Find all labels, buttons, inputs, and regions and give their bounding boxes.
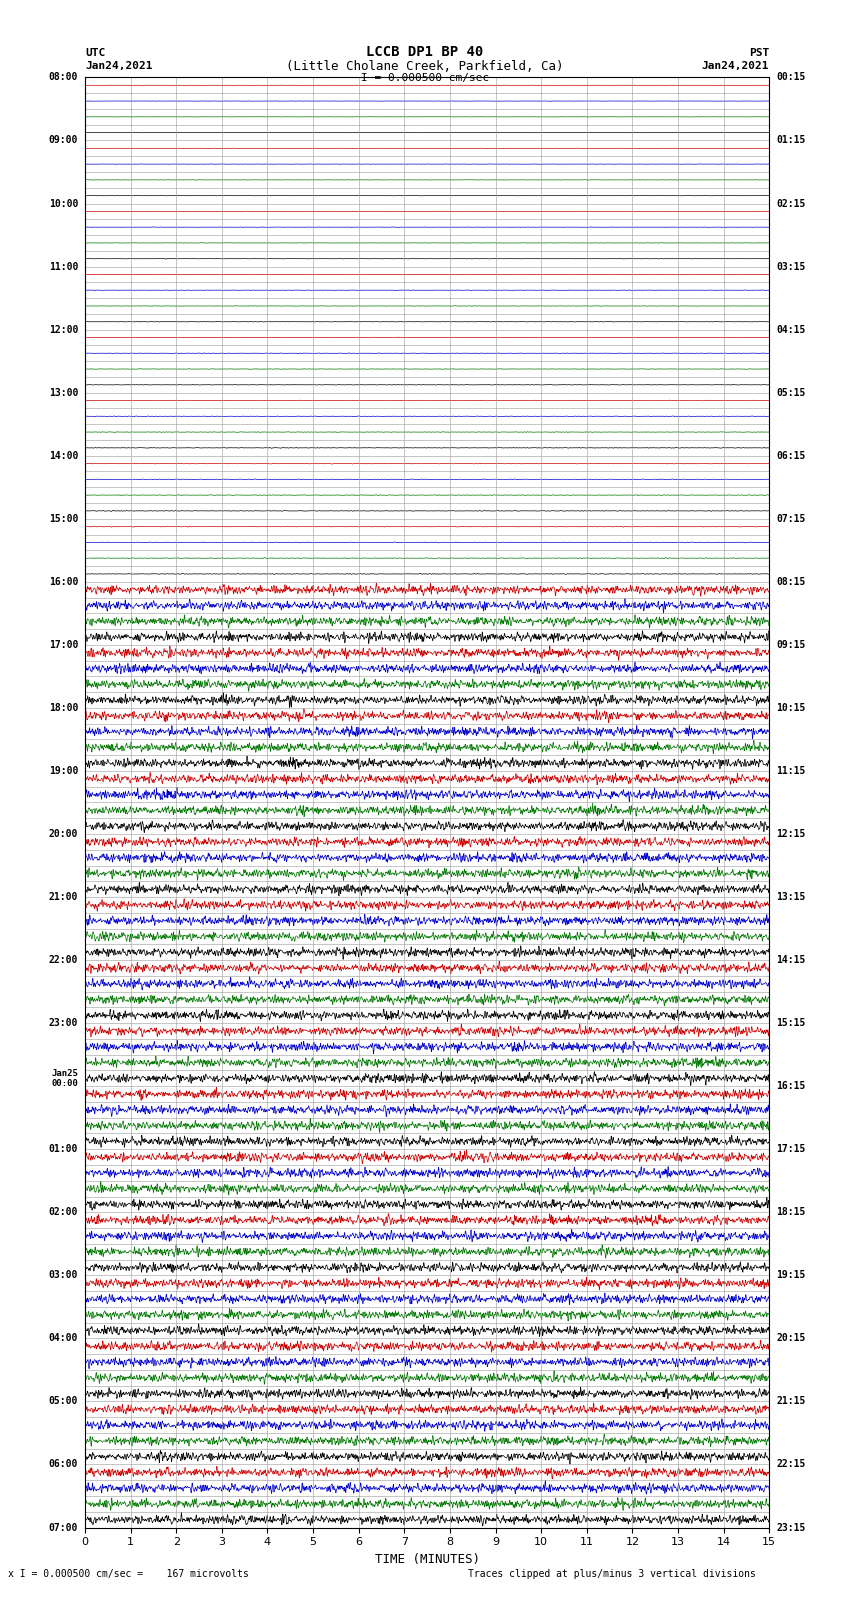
Text: (Little Cholane Creek, Parkfield, Ca): (Little Cholane Creek, Parkfield, Ca) <box>286 60 564 73</box>
Text: 14:00: 14:00 <box>48 450 78 461</box>
Text: 04:15: 04:15 <box>776 324 806 334</box>
Text: 20:00: 20:00 <box>48 829 78 839</box>
Text: 01:00: 01:00 <box>48 1144 78 1155</box>
Text: 21:00: 21:00 <box>48 892 78 902</box>
Text: 12:15: 12:15 <box>776 829 806 839</box>
Text: 20:15: 20:15 <box>776 1334 806 1344</box>
Text: 17:00: 17:00 <box>48 640 78 650</box>
Text: 10:15: 10:15 <box>776 703 806 713</box>
Text: 03:00: 03:00 <box>48 1271 78 1281</box>
Text: 13:00: 13:00 <box>48 387 78 398</box>
Text: 16:00: 16:00 <box>48 577 78 587</box>
Text: 03:15: 03:15 <box>776 261 806 271</box>
Text: 07:15: 07:15 <box>776 515 806 524</box>
Text: 06:15: 06:15 <box>776 450 806 461</box>
Text: 01:15: 01:15 <box>776 135 806 145</box>
Text: 09:15: 09:15 <box>776 640 806 650</box>
X-axis label: TIME (MINUTES): TIME (MINUTES) <box>375 1553 479 1566</box>
Text: 17:15: 17:15 <box>776 1144 806 1155</box>
Text: 12:00: 12:00 <box>48 324 78 334</box>
Text: PST: PST <box>749 48 769 58</box>
Text: 13:15: 13:15 <box>776 892 806 902</box>
Text: 14:15: 14:15 <box>776 955 806 965</box>
Text: Jan24,2021: Jan24,2021 <box>702 61 769 71</box>
Text: 09:00: 09:00 <box>48 135 78 145</box>
Text: 15:00: 15:00 <box>48 515 78 524</box>
Text: 18:15: 18:15 <box>776 1207 806 1218</box>
Text: 06:00: 06:00 <box>48 1460 78 1469</box>
Text: 11:00: 11:00 <box>48 261 78 271</box>
Text: 02:00: 02:00 <box>48 1207 78 1218</box>
Text: 00:15: 00:15 <box>776 73 806 82</box>
Text: 22:00: 22:00 <box>48 955 78 965</box>
Text: LCCB DP1 BP 40: LCCB DP1 BP 40 <box>366 45 484 60</box>
Text: 08:15: 08:15 <box>776 577 806 587</box>
Text: I = 0.000500 cm/sec: I = 0.000500 cm/sec <box>361 73 489 82</box>
Text: 19:15: 19:15 <box>776 1271 806 1281</box>
Text: 11:15: 11:15 <box>776 766 806 776</box>
Text: 08:00: 08:00 <box>48 73 78 82</box>
Text: UTC: UTC <box>85 48 105 58</box>
Text: 21:15: 21:15 <box>776 1397 806 1407</box>
Text: Jan25
00:00: Jan25 00:00 <box>51 1068 78 1089</box>
Text: 23:15: 23:15 <box>776 1523 806 1532</box>
Text: x I = 0.000500 cm/sec =    167 microvolts: x I = 0.000500 cm/sec = 167 microvolts <box>8 1569 249 1579</box>
Text: 16:15: 16:15 <box>776 1081 806 1090</box>
Text: 02:15: 02:15 <box>776 198 806 208</box>
Text: Traces clipped at plus/minus 3 vertical divisions: Traces clipped at plus/minus 3 vertical … <box>468 1569 756 1579</box>
Text: 19:00: 19:00 <box>48 766 78 776</box>
Text: 05:00: 05:00 <box>48 1397 78 1407</box>
Text: 05:15: 05:15 <box>776 387 806 398</box>
Text: 22:15: 22:15 <box>776 1460 806 1469</box>
Text: Jan24,2021: Jan24,2021 <box>85 61 152 71</box>
Text: 18:00: 18:00 <box>48 703 78 713</box>
Text: 10:00: 10:00 <box>48 198 78 208</box>
Text: 07:00: 07:00 <box>48 1523 78 1532</box>
Text: 15:15: 15:15 <box>776 1018 806 1027</box>
Text: 04:00: 04:00 <box>48 1334 78 1344</box>
Text: 23:00: 23:00 <box>48 1018 78 1027</box>
